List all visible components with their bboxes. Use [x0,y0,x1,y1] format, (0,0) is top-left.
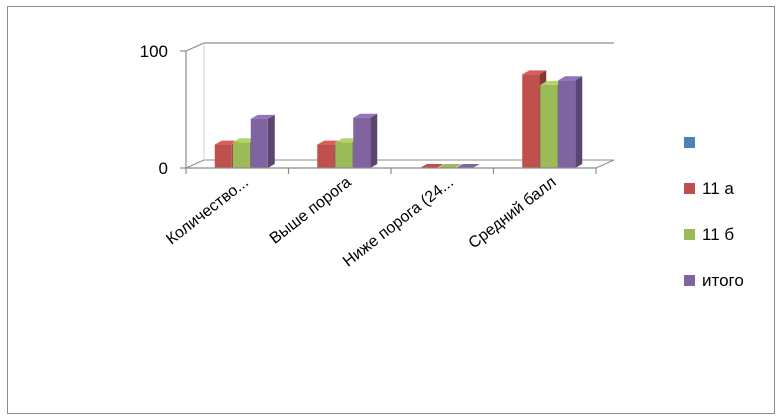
bar [353,113,378,168]
legend-item: итого [684,271,744,290]
bar [558,76,583,168]
bar-top [558,76,583,81]
chart-area: 0 100 Количество... Выше порога Ниже порога… [7,6,775,414]
bar-side [370,113,378,168]
legend-item [684,137,695,148]
legend-item: 11 а [684,179,734,198]
category-label: Средний балл [466,174,560,253]
bar [455,164,480,168]
bar-front [250,118,268,168]
category-label: Ниже порога (24... [340,174,457,271]
bar-front [214,144,232,168]
bar-front [540,84,558,168]
y-tick-label: 0 [159,159,168,178]
bar-front [317,144,335,168]
bar-top [250,114,275,119]
category-label: Выше порога [267,174,355,248]
bar [419,164,444,168]
bar-front [522,74,540,168]
legend-label: итого [702,271,744,290]
bar [250,114,275,168]
bar [437,164,462,168]
legend-item: 11 б [684,225,734,244]
bar-side [267,114,275,168]
bar-flat [419,164,444,168]
legend: 11 а 11 б итого [684,137,744,290]
bar-flat [437,164,462,168]
legend-swatch [684,137,695,148]
category-label: Количество... [163,174,252,249]
y-tick-label: 100 [140,42,168,61]
legend-swatch [684,183,695,194]
legend-swatch [684,275,695,286]
gridline-top [185,42,614,52]
legend-label: 11 а [702,179,734,198]
bar-front [353,117,371,168]
bar-top [522,70,547,75]
legend-label: 11 б [702,225,734,244]
bar-front [335,142,353,168]
bar-top [353,113,378,118]
bars [214,70,583,168]
plot-back-wall [185,42,615,169]
y-axis: 0 100 [140,42,187,178]
bar-front [232,142,250,168]
bar-front [558,80,576,168]
legend-swatch [684,229,695,240]
bar-flat [455,164,480,168]
bar-side [575,76,583,168]
